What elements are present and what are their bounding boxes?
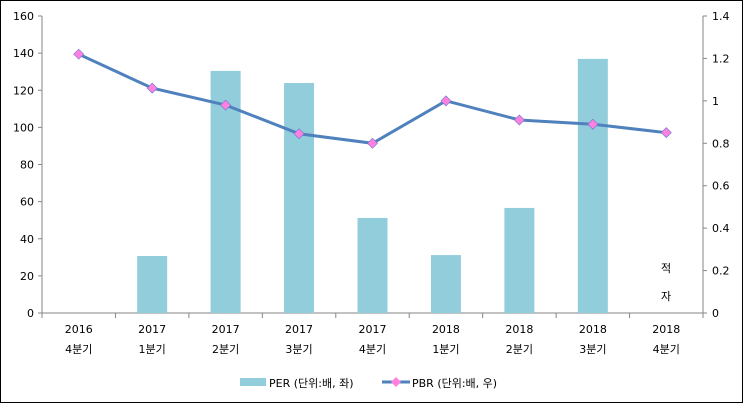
left-tick-label: 160 (13, 10, 34, 23)
right-tick-label: 0.8 (712, 137, 730, 150)
per-bar (210, 70, 241, 313)
x-tick-label-quarter: 4분기 (65, 343, 92, 356)
left-tick-label: 0 (27, 307, 34, 320)
x-tick-label-year: 2016 (65, 323, 93, 336)
per-bar (284, 83, 315, 314)
left-tick-label: 40 (20, 233, 34, 246)
per-bar (430, 255, 461, 313)
x-tick-label-quarter: 1분기 (139, 343, 166, 356)
deficit-annotation-1: 적 (661, 262, 671, 275)
right-tick-label: 1 (712, 95, 719, 108)
left-tick-label: 60 (20, 196, 34, 209)
legend-per-label: PER (단위:배, 좌) (269, 377, 354, 390)
right-tick-label: 0.2 (712, 265, 730, 278)
x-tick-label-quarter: 3분기 (579, 343, 606, 356)
x-tick-label-year: 2018 (505, 323, 533, 336)
right-tick-label: 0.4 (712, 222, 730, 235)
right-tick-label: 0.6 (712, 180, 730, 193)
x-tick-label-quarter: 4분기 (653, 343, 680, 356)
pbr-marker (367, 137, 378, 149)
pbr-marker (440, 95, 452, 107)
x-tick-label-year: 2018 (432, 323, 460, 336)
x-tick-label-year: 2017 (359, 323, 387, 336)
deficit-annotation-2: 자 (661, 290, 671, 303)
per-bar (504, 207, 535, 313)
pbr-marker (293, 128, 305, 140)
legend-pbr-label: PBR (단위:배, 우) (412, 377, 497, 390)
per-bar (357, 217, 388, 313)
pbr-marker (73, 48, 85, 60)
legend-pbr-marker (391, 377, 401, 387)
left-tick-label: 20 (20, 270, 34, 283)
right-tick-label: 1.4 (712, 10, 730, 23)
per-bar (577, 58, 608, 313)
x-tick-label-quarter: 3분기 (285, 343, 312, 356)
left-tick-label: 80 (20, 159, 34, 172)
x-tick-label-year: 2017 (138, 323, 166, 336)
pbr-marker (220, 99, 232, 111)
per-bar (137, 256, 168, 313)
legend-per-swatch (240, 378, 266, 386)
left-tick-label: 120 (13, 84, 34, 97)
x-tick-label-quarter: 2분기 (506, 343, 533, 356)
x-tick-label-year: 2017 (212, 323, 240, 336)
right-tick-label: 0 (712, 307, 719, 320)
x-tick-label-year: 2018 (579, 323, 607, 336)
x-tick-label-quarter: 1분기 (432, 343, 459, 356)
x-tick-label-year: 2017 (285, 323, 313, 336)
pbr-marker (660, 127, 672, 139)
left-tick-label: 100 (13, 121, 34, 134)
x-tick-label-year: 2018 (652, 323, 680, 336)
pbr-marker (146, 82, 158, 94)
pbr-marker (587, 118, 599, 130)
pbr-marker (513, 114, 525, 126)
left-tick-label: 140 (13, 47, 34, 60)
right-tick-label: 1.2 (712, 52, 730, 65)
x-tick-label-quarter: 4분기 (359, 343, 386, 356)
x-tick-label-quarter: 2분기 (212, 343, 239, 356)
